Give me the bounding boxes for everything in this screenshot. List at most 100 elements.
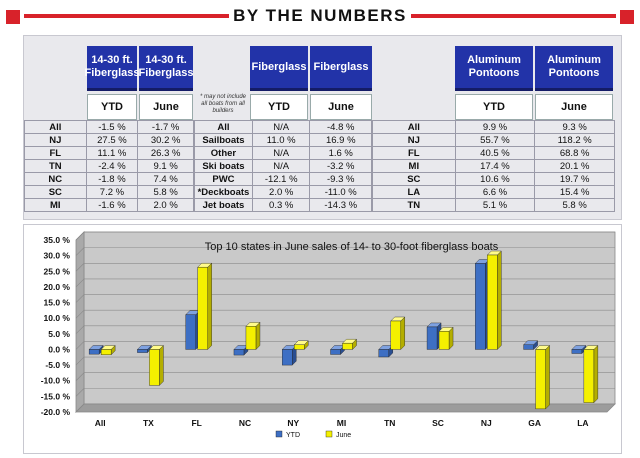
row-label: FL <box>24 146 87 160</box>
bar-june <box>487 254 498 350</box>
bar-june <box>342 342 353 350</box>
bar-ytd <box>137 349 148 353</box>
cell-ytd: -1.6 % <box>85 198 139 212</box>
table-fiberglass: All N/A -4.8 % Sailboats 11.0 % 16.9 % Other… <box>194 120 372 212</box>
x-tick-label: NJ <box>481 418 492 428</box>
cell-june: 9.3 % <box>534 120 615 134</box>
bar-june <box>197 267 208 350</box>
gridline-side <box>75 294 85 303</box>
cell-ytd: 9.9 % <box>454 120 536 134</box>
table-row: TN -2.4 % 9.1 % <box>24 159 194 173</box>
col-header-fiberglass-1430-june: 14-30 ft. Fiberglass <box>139 46 194 88</box>
red-square-left <box>6 10 20 24</box>
x-tick-label: LA <box>577 418 588 428</box>
gridline-side <box>75 278 85 288</box>
table-row: MI 17.4 % 20.1 % <box>372 159 615 173</box>
row-label: All <box>24 120 87 134</box>
cell-ytd: 55.7 % <box>454 133 536 147</box>
gridline-side <box>75 372 85 381</box>
table-row: FL 11.1 % 26.3 % <box>24 146 194 160</box>
bar-side-june <box>255 321 261 350</box>
bar-ytd <box>523 344 534 350</box>
legend-swatch-ytd <box>275 430 283 438</box>
row-label: All <box>194 120 253 134</box>
bar-ytd <box>571 349 583 354</box>
gridline-side <box>75 341 85 350</box>
bar-side-june <box>593 344 599 404</box>
row-label: Jet boats <box>194 198 253 212</box>
y-tick-label: -15.0 % <box>41 391 71 401</box>
table-row: Sailboats 11.0 % 16.9 % <box>194 133 372 147</box>
x-tick-label: MI <box>337 418 346 428</box>
x-tick-label: SC <box>432 418 444 428</box>
cell-ytd: 0.3 % <box>251 198 311 212</box>
table-row: Other N/A 1.6 % <box>194 146 372 160</box>
y-tick-label: 10.0 % <box>44 313 71 323</box>
bar-ytd <box>185 314 196 350</box>
cell-june: 5.8 % <box>534 198 615 212</box>
bar-ytd <box>233 349 245 356</box>
table-row: NJ 27.5 % 30.2 % <box>24 133 194 147</box>
cell-june: -3.2 % <box>309 159 372 173</box>
cell-ytd: N/A <box>251 159 311 173</box>
table-row: All -1.5 % -1.7 % <box>24 120 194 134</box>
legend-label-ytd: YTD <box>286 432 300 439</box>
plot-back-wall <box>83 231 616 405</box>
subheader-june: June <box>139 94 193 120</box>
bar-ytd <box>330 349 341 355</box>
subheader-ytd: YTD <box>87 94 137 120</box>
row-label: MI <box>24 198 87 212</box>
gridline-side <box>75 309 85 319</box>
col-header-aluminum-june: Aluminum Pontoons <box>535 46 613 88</box>
cell-june: 15.4 % <box>534 185 615 199</box>
x-tick-label: NC <box>239 418 251 428</box>
bar-side-june <box>497 250 502 350</box>
cell-june: 26.3 % <box>137 146 194 160</box>
cell-june: -14.3 % <box>309 198 372 212</box>
x-tick-label: FL <box>191 418 201 428</box>
col-header-fiberglass-ytd: Fiberglass <box>250 46 308 88</box>
table-row: NC -1.8 % 7.4 % <box>24 172 194 186</box>
y-tick-label: 20.0 % <box>44 282 71 292</box>
cell-june: 20.1 % <box>534 159 615 173</box>
y-tick-label: 30.0 % <box>44 251 71 261</box>
y-tick-label: 25.0 % <box>44 266 71 276</box>
table-row: SC 7.2 % 5.8 % <box>24 185 194 199</box>
cell-june: 5.8 % <box>137 185 194 199</box>
bar-ytd <box>282 349 293 366</box>
table-row: LA 6.6 % 15.4 % <box>372 185 615 199</box>
row-label: SC <box>24 185 87 199</box>
cell-ytd: 5.1 % <box>454 198 536 212</box>
table-row: Jet boats 0.3 % -14.3 % <box>194 198 372 212</box>
bar-june <box>583 349 595 403</box>
subheader-ytd-3: YTD <box>455 94 533 120</box>
row-label: Other <box>194 146 253 160</box>
cell-ytd: -12.1 % <box>251 172 311 186</box>
y-tick-label: 0.0 % <box>48 344 70 354</box>
row-label: FL <box>372 146 456 160</box>
x-tick-label: NY <box>287 418 299 428</box>
page-title: BY THE NUMBERS <box>233 6 407 25</box>
row-label: PWC <box>194 172 253 186</box>
col-header-fiberglass-june: Fiberglass <box>310 46 372 88</box>
cell-ytd: 10.6 % <box>454 172 536 186</box>
cell-june: 68.8 % <box>534 146 615 160</box>
table-row: Ski boats N/A -3.2 % <box>194 159 372 173</box>
red-square-right <box>620 10 634 24</box>
x-tick-label: TN <box>384 418 395 428</box>
table-row: All N/A -4.8 % <box>194 120 372 134</box>
row-label: All <box>372 120 456 134</box>
gridline-side <box>75 247 85 256</box>
row-label: NC <box>24 172 87 186</box>
bar-ytd <box>426 326 438 350</box>
cell-june: 19.7 % <box>534 172 615 186</box>
title-bar: BY THE NUMBERS <box>0 0 640 30</box>
bar-ytd <box>475 263 486 350</box>
cell-ytd: 27.5 % <box>85 133 139 147</box>
y-tick-label: 5.0 % <box>48 329 70 339</box>
table-row: *Deckboats 2.0 % -11.0 % <box>194 185 372 199</box>
table-row: NJ 55.7 % 118.2 % <box>372 133 615 147</box>
row-label: NJ <box>372 133 456 147</box>
x-tick-label: GA <box>528 418 541 428</box>
cell-june: 9.1 % <box>137 159 194 173</box>
